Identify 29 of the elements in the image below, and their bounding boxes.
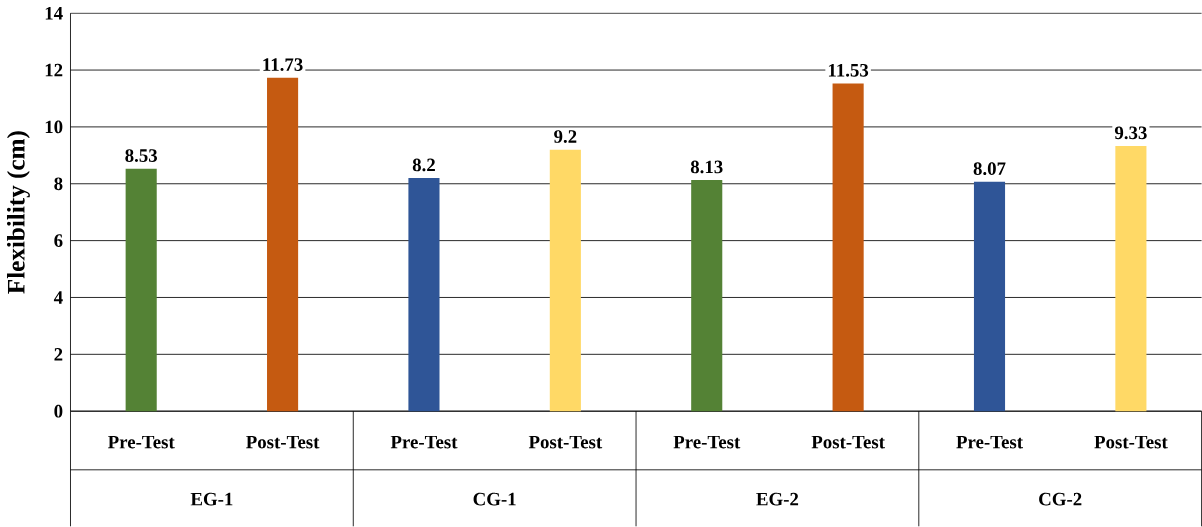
y-tick-label: 12: [45, 63, 63, 77]
y-tick-label: 14: [45, 7, 63, 20]
y-tick-label: 2: [54, 348, 63, 361]
y-tick-label: 10: [45, 120, 63, 134]
data-label: 8.53: [125, 149, 158, 163]
x-tick-label: Pre-Test: [390, 435, 458, 449]
text: EG-1: [190, 492, 233, 506]
x-tick-label: Post-Test: [811, 435, 885, 449]
data-label: 11.73: [263, 58, 303, 72]
data-label: 8.2: [412, 158, 435, 172]
data-label: 8.07: [973, 162, 1006, 176]
data-label: 8.13: [690, 160, 723, 174]
y-tick-label: 0: [54, 404, 63, 418]
y-tick-label: 6: [54, 234, 63, 248]
data-label: 9.33: [1114, 126, 1147, 140]
data-label: 9.2: [554, 130, 577, 144]
x-tick-label: Pre-Test: [673, 435, 741, 449]
x-tick-label: Post-Test: [528, 435, 603, 449]
x-tick-label: Post-Test: [246, 435, 320, 449]
x-tick-label: Pre-Test: [108, 435, 175, 449]
text: EG-2: [756, 492, 799, 506]
y-tick-label: 8: [54, 177, 63, 191]
y-tick-label: 4: [53, 291, 63, 304]
y-axis-title: Flexibility (cm): [6, 131, 30, 294]
data-label: 11.53: [828, 64, 869, 77]
x-tick-label: Pre-Test: [956, 435, 1023, 449]
text: CG-1: [473, 492, 516, 506]
text: CG-2: [1039, 492, 1082, 506]
x-tick-label: Post-Test: [1094, 435, 1168, 449]
